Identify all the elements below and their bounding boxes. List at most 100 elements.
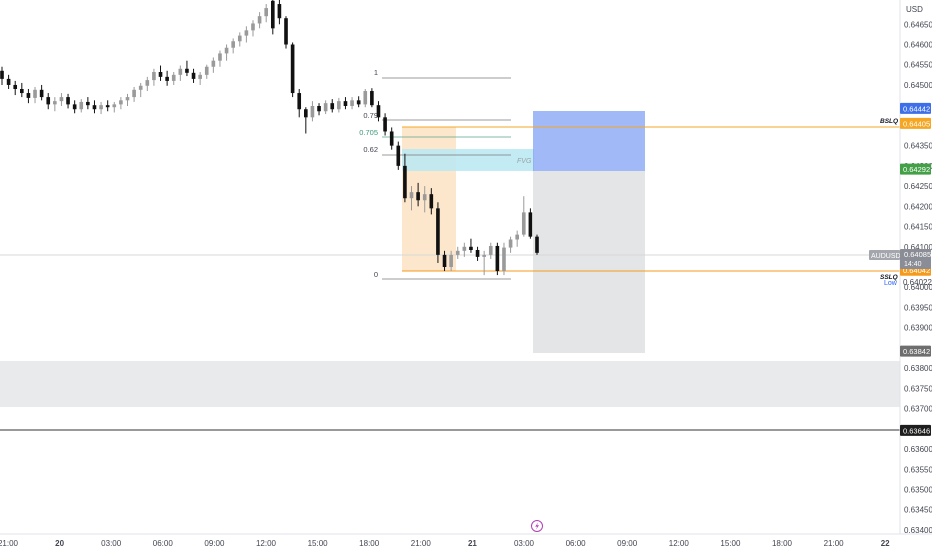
position-stop-zone[interactable]: [533, 171, 645, 353]
price-level-tag: 0.64405: [900, 117, 931, 129]
time-tick-label: 09:00: [204, 539, 225, 548]
candle: [244, 26, 249, 43]
candle: [132, 86, 136, 102]
candle: [323, 100, 328, 115]
lightning-event-icon[interactable]: [531, 520, 543, 532]
candle: [337, 97, 341, 113]
candle: [403, 153, 407, 203]
price-tick-label: 0.64600: [904, 41, 932, 50]
bslq-label: BSLQ: [880, 118, 898, 125]
candle: [165, 70, 169, 86]
candle: [26, 89, 31, 104]
candle: [264, 4, 269, 23]
time-tick-label: 18:00: [359, 539, 380, 548]
fib-retracement[interactable]: 1 0.79 0.705 0.62 0: [359, 68, 511, 280]
candle: [59, 93, 64, 106]
time-tick-label: 06:00: [153, 539, 174, 548]
price-tick-label: 0.64150: [904, 223, 932, 232]
price-level-tag: 0.63646: [900, 424, 931, 436]
price-tick-label: 0.63700: [904, 405, 932, 414]
time-tick-label: 12:00: [256, 539, 277, 548]
fvg-label: FVG: [517, 158, 532, 165]
candle: [185, 60, 189, 77]
fib-label-079: 0.79: [363, 111, 378, 120]
ote-zone: [402, 127, 456, 271]
candle: [211, 57, 216, 73]
candle: [290, 42, 295, 98]
price-tick-label: 0.63750: [904, 384, 932, 393]
time-tick-label: 06:00: [566, 539, 587, 548]
candle: [152, 68, 156, 86]
position-target-zone[interactable]: [533, 111, 645, 171]
time-tick-label: 21:00: [0, 539, 19, 548]
candle: [304, 107, 308, 134]
candle: [218, 50, 222, 67]
candle: [0, 66, 4, 85]
candle: [178, 65, 183, 81]
price-tick-label: 0.64350: [904, 142, 932, 151]
candle: [231, 38, 235, 54]
candle: [330, 99, 335, 113]
candle: [13, 80, 18, 96]
candle: [191, 68, 196, 83]
time-tick-label: 22: [881, 539, 890, 548]
candle: [119, 97, 123, 110]
candle: [488, 242, 493, 259]
candle: [442, 250, 447, 272]
candle: [502, 242, 506, 276]
price-tick-label: 0.63950: [904, 303, 932, 312]
symbol-price: 0.64085: [904, 250, 931, 259]
time-tick-label: 09:00: [617, 539, 638, 548]
candle: [416, 182, 420, 207]
price-tick-label: 0.64100: [904, 243, 932, 252]
candle: [46, 93, 51, 110]
time-tick-label: 21:00: [824, 539, 845, 548]
candle: [145, 76, 150, 92]
price-axis[interactable]: USD 0.64650 0.64600 0.64550 0.64500 0.64350 0…: [899, 0, 932, 535]
candle: [535, 234, 539, 255]
fib-label-0: 0: [374, 270, 378, 279]
candle: [363, 89, 368, 108]
time-tick-label: 18:00: [772, 539, 793, 548]
candle: [297, 89, 302, 118]
candle: [224, 44, 229, 61]
candlestick-series: [0, 0, 539, 276]
candle: [19, 82, 24, 98]
candle: [515, 230, 520, 247]
candle: [429, 188, 434, 215]
time-tick-label: 21:00: [411, 539, 432, 548]
price-level-tag-value: 0.64042: [903, 266, 930, 275]
candle: [389, 127, 394, 150]
price-tick-label: 0.63400: [904, 526, 932, 535]
candle: [370, 88, 374, 108]
candle: [270, 0, 275, 35]
sslq-label: SSLQ: [880, 274, 898, 281]
price-level-tag-value: 0.64405: [903, 119, 930, 128]
low-price-tag: Low 0.64022: [884, 278, 932, 287]
price-tick-label: 0.63450: [904, 506, 932, 515]
time-tick-label: 15:00: [308, 539, 329, 548]
candle: [409, 186, 414, 211]
candle: [284, 16, 288, 49]
candle: [112, 101, 117, 113]
candle: [251, 20, 255, 37]
price-level-tag: 0.64442: [900, 102, 931, 114]
candle: [521, 196, 526, 237]
time-tick-label: 12:00: [669, 539, 690, 548]
candle: [237, 32, 242, 47]
time-tick-label: 21: [468, 539, 477, 548]
time-tick-label: 03:00: [514, 539, 535, 548]
price-level-tag: 0.63842: [900, 345, 931, 357]
time-axis[interactable]: 21:00 20 03:00 06:00 09:00 12:00 15:00 18:00 21:…: [0, 533, 932, 548]
candle: [528, 208, 533, 239]
price-tick-label: 0.64550: [904, 61, 932, 70]
candle: [66, 93, 70, 109]
candle: [158, 65, 163, 81]
candle: [6, 74, 11, 89]
time-tick-label: 03:00: [101, 539, 122, 548]
candle: [350, 97, 354, 110]
candle: [92, 100, 97, 114]
price-tick-label: 0.64000: [904, 283, 932, 292]
consolidation-zone: [0, 361, 900, 407]
